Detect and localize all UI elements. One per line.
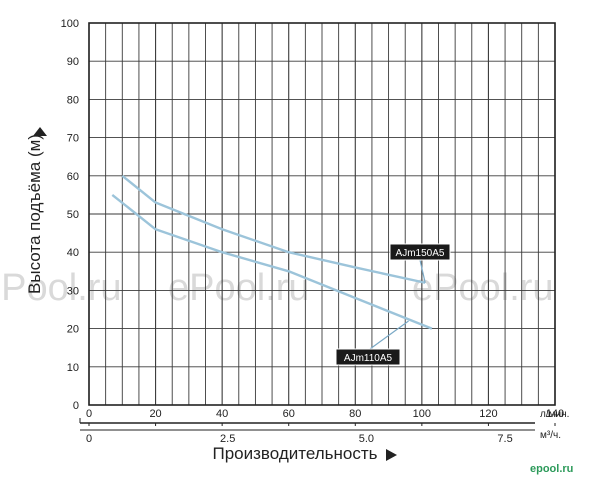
- series-tag-label: AJm150A5: [396, 248, 445, 259]
- y-axis-title: Высота подъёма (м): [25, 134, 44, 294]
- x-axis-title: Производительность: [212, 444, 377, 463]
- x-secondary-tick-label: 7.5: [497, 433, 512, 445]
- x-secondary-tick-label: 0: [86, 433, 92, 445]
- y-tick-label: 70: [67, 133, 79, 145]
- plot-frame: [79, 22, 556, 431]
- grid: [88, 22, 556, 406]
- y-tick-label: 80: [67, 94, 79, 106]
- series-tags: AJm150A5 AJm110A5 epool.ru: [335, 243, 573, 475]
- y-tick-labels: 0 10 20 30 40 50 60 70 80 90 100: [61, 18, 79, 412]
- x-axis-arrow: [386, 449, 397, 461]
- watermark-text: ePool.ru: [412, 267, 554, 309]
- x-primary-tick-label: 0: [86, 408, 92, 420]
- x-primary-tick-label: 100: [413, 408, 431, 420]
- x-primary-tick-label: 60: [283, 408, 295, 420]
- x-primary-unit: л/мин.: [540, 409, 569, 420]
- series-tag-box: [389, 243, 451, 261]
- y-tick-label: 100: [61, 18, 79, 30]
- x-primary-tick-label: 40: [216, 408, 228, 420]
- series-line-AJm150A5: [121, 174, 426, 284]
- y-tick-label: 90: [67, 56, 79, 68]
- y-tick-label: 0: [73, 400, 79, 412]
- series-line-AJm110A5: [111, 193, 433, 330]
- series-tag-leader: [419, 259, 426, 283]
- x-primary-tick-label: 140: [546, 408, 564, 420]
- x-secondary-unit: м³/ч.: [540, 430, 561, 441]
- series-tag-leader: [369, 320, 409, 350]
- watermark-text: ePool.ru: [0, 267, 122, 309]
- plot-border: [88, 22, 556, 406]
- y-tick-label: 30: [67, 285, 79, 297]
- y-tick-label: 10: [67, 362, 79, 374]
- series-tag-label: AJm110A5: [344, 353, 393, 364]
- series-tag-box: [335, 348, 401, 366]
- y-tick-label: 20: [67, 324, 79, 336]
- series-lines: [111, 174, 433, 330]
- x-primary-tick-label: 80: [349, 408, 361, 420]
- corner-logo: epool.ru: [530, 463, 573, 475]
- x-secondary-tick-label: 5.0: [359, 433, 374, 445]
- y-axis-arrow: [33, 127, 47, 136]
- y-tick-label: 60: [67, 171, 79, 183]
- x-primary-tick-label: 120: [479, 408, 497, 420]
- y-tick-label: 40: [67, 247, 79, 259]
- y-tick-label: 50: [67, 209, 79, 221]
- x-secondary-tick-label: 2.5: [220, 433, 235, 445]
- axis-titles: Высота подъёма (м) Производительность: [25, 127, 397, 463]
- x-primary-tick-label: 20: [149, 408, 161, 420]
